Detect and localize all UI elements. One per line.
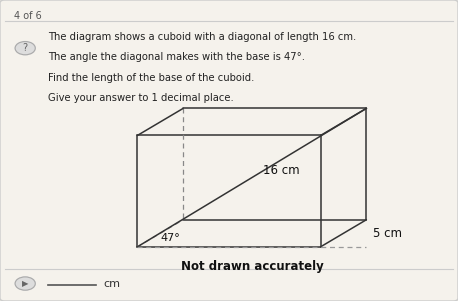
Text: Give your answer to 1 decimal place.: Give your answer to 1 decimal place. [48, 93, 234, 103]
Text: ?: ? [22, 43, 28, 53]
Circle shape [15, 42, 35, 55]
Circle shape [15, 277, 35, 290]
Text: Find the length of the base of the cuboid.: Find the length of the base of the cuboi… [48, 73, 255, 82]
Text: Not drawn accurately: Not drawn accurately [180, 260, 323, 273]
Text: 5 cm: 5 cm [373, 227, 402, 240]
Text: The angle the diagonal makes with the base is 47°.: The angle the diagonal makes with the ba… [48, 52, 305, 62]
Text: 47°: 47° [160, 233, 180, 243]
Text: 16 cm: 16 cm [263, 163, 300, 177]
Text: cm: cm [103, 278, 120, 289]
Text: 4 of 6: 4 of 6 [14, 11, 42, 20]
Text: ▶: ▶ [22, 279, 28, 288]
Text: The diagram shows a cuboid with a diagonal of length 16 cm.: The diagram shows a cuboid with a diagon… [48, 32, 356, 42]
